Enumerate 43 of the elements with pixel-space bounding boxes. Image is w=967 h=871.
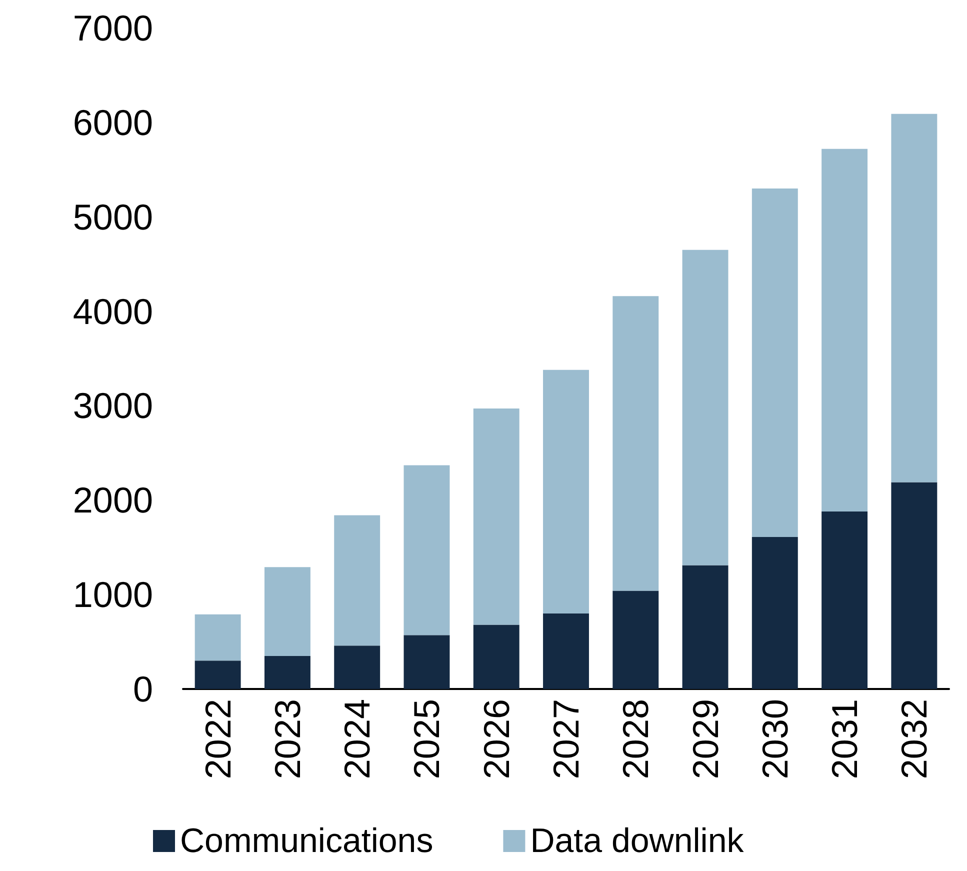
x-tick-label: 2028 [615, 699, 656, 780]
bar [682, 250, 728, 566]
y-tick-label: 1000 [72, 574, 153, 616]
x-tick-label: 2030 [754, 699, 796, 780]
y-tick-label: 4000 [72, 290, 153, 332]
bar [264, 656, 310, 689]
bar [194, 660, 241, 689]
bar [822, 148, 868, 512]
bar [543, 370, 589, 614]
bar [404, 465, 450, 636]
x-tick-label: 2027 [546, 699, 586, 780]
y-tick-label: 5000 [72, 196, 153, 238]
bar [752, 536, 798, 689]
bar [194, 614, 241, 661]
bar [334, 646, 380, 689]
x-tick-label: 2032 [894, 699, 935, 780]
legend-label: Data downlink [530, 822, 745, 860]
bar [264, 567, 310, 656]
bar [891, 482, 938, 689]
bar [473, 624, 520, 689]
bar [473, 408, 520, 625]
x-tick-label: 2031 [824, 699, 866, 780]
legend-label: Communications [180, 822, 434, 860]
bar [612, 296, 659, 591]
y-tick-label: 6000 [72, 102, 153, 143]
bar [822, 511, 868, 689]
bar [543, 613, 589, 689]
y-tick-label: 0 [132, 668, 153, 710]
bar [682, 565, 728, 689]
x-tick-label: 2025 [406, 699, 448, 780]
bar [612, 590, 659, 689]
x-tick-label: 2024 [336, 699, 378, 780]
x-tick-label: 2029 [684, 699, 726, 780]
x-tick-label: 2022 [197, 699, 238, 780]
x-tick-label: 2026 [476, 699, 517, 780]
bar [752, 188, 798, 537]
y-tick-label: 3000 [72, 385, 153, 426]
x-tick-label: 2023 [266, 699, 308, 780]
bar [404, 635, 450, 689]
y-tick-label: 7000 [72, 8, 153, 48]
bar [891, 114, 938, 482]
bar [334, 515, 380, 646]
y-tick-label: 2000 [72, 480, 153, 521]
